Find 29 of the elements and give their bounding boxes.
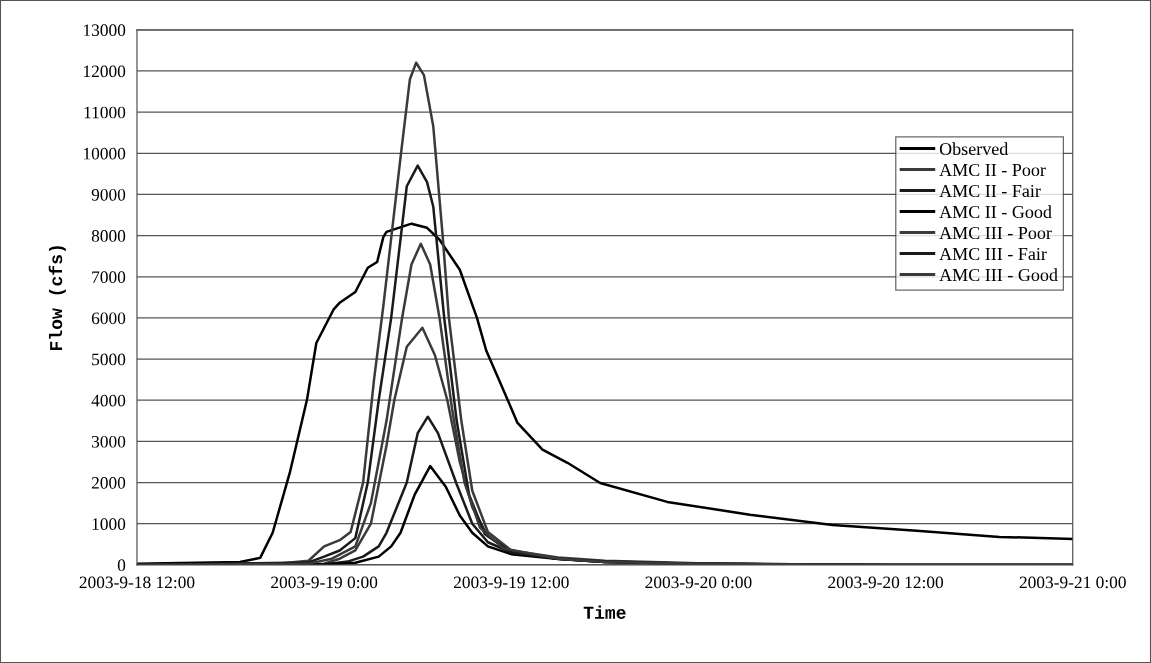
y-tick-label: 0: [117, 559, 126, 572]
y-tick-label: 4000: [91, 394, 126, 407]
y-axis-title: Flow (cfs): [48, 246, 66, 351]
legend-label: AMC II - Fair: [939, 184, 1041, 198]
y-tick-label: 3000: [91, 435, 126, 448]
legend-label: AMC III - Poor: [939, 226, 1052, 240]
y-tick-label: 13000: [83, 24, 126, 37]
y-tick-label: 6000: [91, 312, 126, 325]
y-tick-label: 12000: [83, 65, 126, 78]
x-tick-label: 2003-9-18 12:00: [79, 576, 195, 589]
legend-label: Observed: [939, 142, 1009, 156]
y-tick-label: 8000: [91, 230, 126, 242]
legend-label: AMC II - Poor: [939, 163, 1046, 177]
y-tick-label: 9000: [91, 188, 126, 201]
y-tick-label: 7000: [92, 271, 126, 283]
y-tick-label: 2000: [91, 477, 126, 489]
x-tick-label: 2003-9-20 0:00: [645, 576, 752, 589]
legend-label: AMC II - Good: [939, 205, 1052, 219]
y-tick-label: 10000: [83, 147, 126, 160]
y-tick-label: 11000: [84, 106, 126, 119]
y-tick-label: 5000: [92, 353, 126, 366]
x-tick-label: 2003-9-21 0:00: [1019, 576, 1126, 589]
x-tick-label: 2003-9-19 0:00: [271, 576, 378, 589]
x-tick-label: 2003-9-20 12:00: [828, 576, 944, 589]
legend-label: AMC III - Fair: [939, 247, 1047, 261]
y-tick-label: 1000: [92, 518, 126, 530]
x-tick-label: 2003-9-19 12:00: [453, 576, 569, 589]
x-axis-title: Time: [583, 605, 626, 619]
legend-label: AMC III - Good: [939, 268, 1058, 282]
